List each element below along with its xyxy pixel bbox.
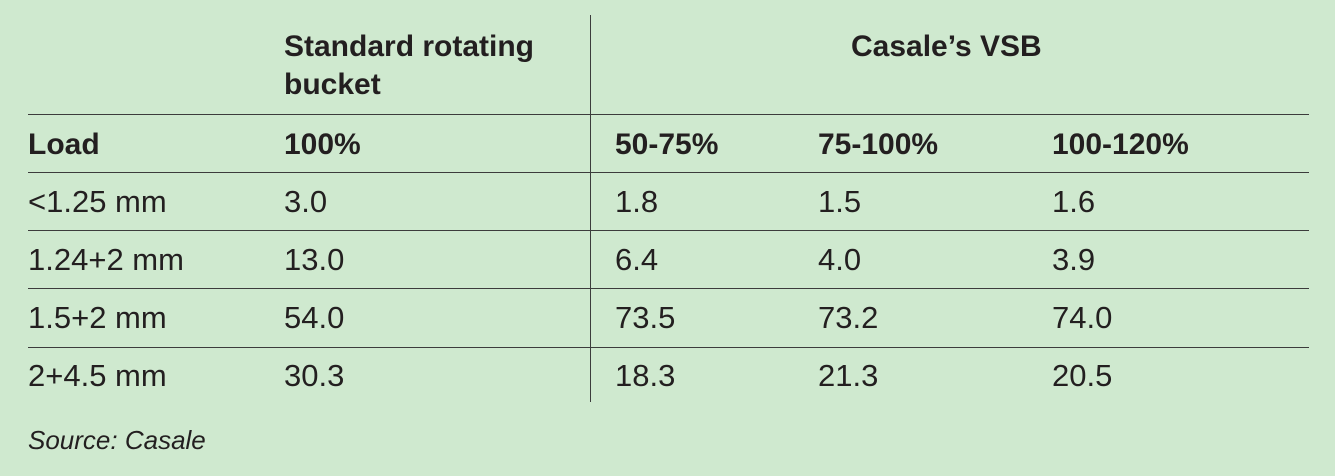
table-cell: 74.0: [1052, 300, 1113, 335]
source-caption: Source: Casale: [28, 425, 206, 455]
table-cell-load: <1.25 mm: [28, 184, 167, 219]
header-rule: [28, 114, 1309, 115]
table-cell-load: 2+4.5 mm: [28, 358, 167, 393]
column-divider: [590, 15, 591, 402]
table-cell: 13.0: [284, 242, 345, 277]
column-header-50-75: 50-75%: [615, 128, 719, 161]
table-cell: 3.0: [284, 184, 328, 219]
row-rule: [28, 347, 1309, 348]
table-cell: 4.0: [818, 242, 862, 277]
column-header-75-100: 75-100%: [818, 128, 939, 161]
table-cell: 1.6: [1052, 184, 1096, 219]
group-header-standard-line2: bucket: [284, 68, 381, 101]
table-cell-load: 1.5+2 mm: [28, 300, 167, 335]
table-cell: 73.2: [818, 300, 879, 335]
table-cell: 3.9: [1052, 242, 1096, 277]
table-cell: 18.3: [615, 358, 676, 393]
table-cell: 1.8: [615, 184, 659, 219]
column-header-100-120: 100-120%: [1052, 128, 1189, 161]
row-rule: [28, 172, 1309, 173]
table-cell: 21.3: [818, 358, 879, 393]
table-cell: 20.5: [1052, 358, 1113, 393]
table-cell: 6.4: [615, 242, 659, 277]
table-cell: 1.5: [818, 184, 862, 219]
table-cell: 30.3: [284, 358, 345, 393]
table-cell-load: 1.24+2 mm: [28, 242, 184, 277]
group-header-standard-line1: Standard rotating: [284, 30, 535, 63]
column-header-100: 100%: [284, 128, 361, 161]
table-cell: 54.0: [284, 300, 345, 335]
table-cell: 73.5: [615, 300, 676, 335]
row-rule: [28, 230, 1309, 231]
column-header-load: Load: [28, 128, 100, 161]
row-rule: [28, 288, 1309, 289]
group-header-casale: Casale’s VSB: [851, 30, 1042, 63]
